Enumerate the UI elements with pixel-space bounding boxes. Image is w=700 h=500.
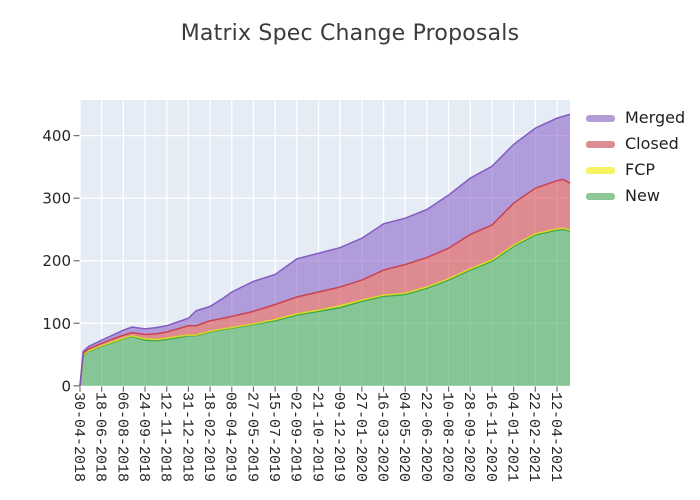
legend: Merged Closed FCP New	[586, 109, 685, 205]
x-tick-label: 02-09-2019	[287, 392, 304, 482]
y-tick-label: 300	[42, 190, 71, 208]
x-tick-label: 18-02-2019	[200, 392, 217, 482]
line-fcp	[79, 227, 571, 386]
x-tick-label: 15-07-2019	[265, 392, 282, 482]
legend-item-closed: Closed	[586, 135, 685, 153]
x-tick-label: 08-04-2019	[222, 392, 239, 482]
legend-swatch	[586, 192, 615, 200]
legend-label: Closed	[625, 134, 679, 153]
legend-label: New	[625, 186, 660, 205]
axes: 0 100 200 300 400 30-04-2018 18-06-2018 06-08-2…	[42, 127, 564, 482]
x-tick-label: 12-04-2021	[547, 392, 564, 482]
line-merged	[79, 113, 571, 386]
x-tick-label: 18-06-2018	[92, 392, 109, 482]
x-tick-label: 16-11-2020	[482, 392, 499, 482]
area-merged	[80, 114, 570, 386]
area-new	[80, 229, 570, 386]
legend-swatch	[586, 114, 615, 122]
legend-label: Merged	[625, 108, 686, 127]
legend-swatch	[586, 140, 615, 148]
chart-title: Matrix Spec Change Proposals	[180, 21, 520, 46]
legend-swatch	[586, 166, 615, 174]
x-tick-label: 27-05-2019	[243, 392, 260, 482]
legend-label: FCP	[625, 160, 656, 179]
x-tick-label: 16-03-2020	[373, 392, 390, 482]
x-tick-label: 04-05-2020	[395, 392, 412, 482]
x-tick-label: 24-09-2018	[135, 392, 152, 482]
legend-item-merged: Merged	[586, 109, 685, 127]
legend-item-fcp: FCP	[586, 161, 685, 179]
x-tick-label: 06-08-2018	[113, 392, 130, 482]
x-tick-label: 27-01-2020	[352, 392, 369, 482]
x-tick-label: 22-02-2021	[525, 392, 542, 482]
legend-item-new: New	[586, 187, 685, 205]
x-tick-label: 12-11-2018	[157, 392, 174, 482]
x-tick-label: 28-09-2020	[460, 392, 477, 482]
x-tick-label: 09-12-2019	[330, 392, 347, 482]
y-tick-label: 200	[42, 252, 71, 270]
line-closed	[79, 178, 571, 386]
x-tick-label: 10-08-2020	[438, 392, 455, 482]
area-closed	[80, 179, 570, 386]
y-tick-label: 0	[61, 377, 71, 395]
x-tick-label: 21-10-2019	[308, 392, 325, 482]
x-tick-label: 31-12-2018	[178, 392, 195, 482]
x-tick-label: 30-04-2018	[70, 392, 87, 482]
x-tick-label: 04-01-2021	[504, 392, 521, 482]
y-tick-label: 100	[42, 315, 71, 333]
x-tick-label: 22-06-2020	[417, 392, 434, 482]
y-tick-label: 400	[42, 127, 71, 145]
